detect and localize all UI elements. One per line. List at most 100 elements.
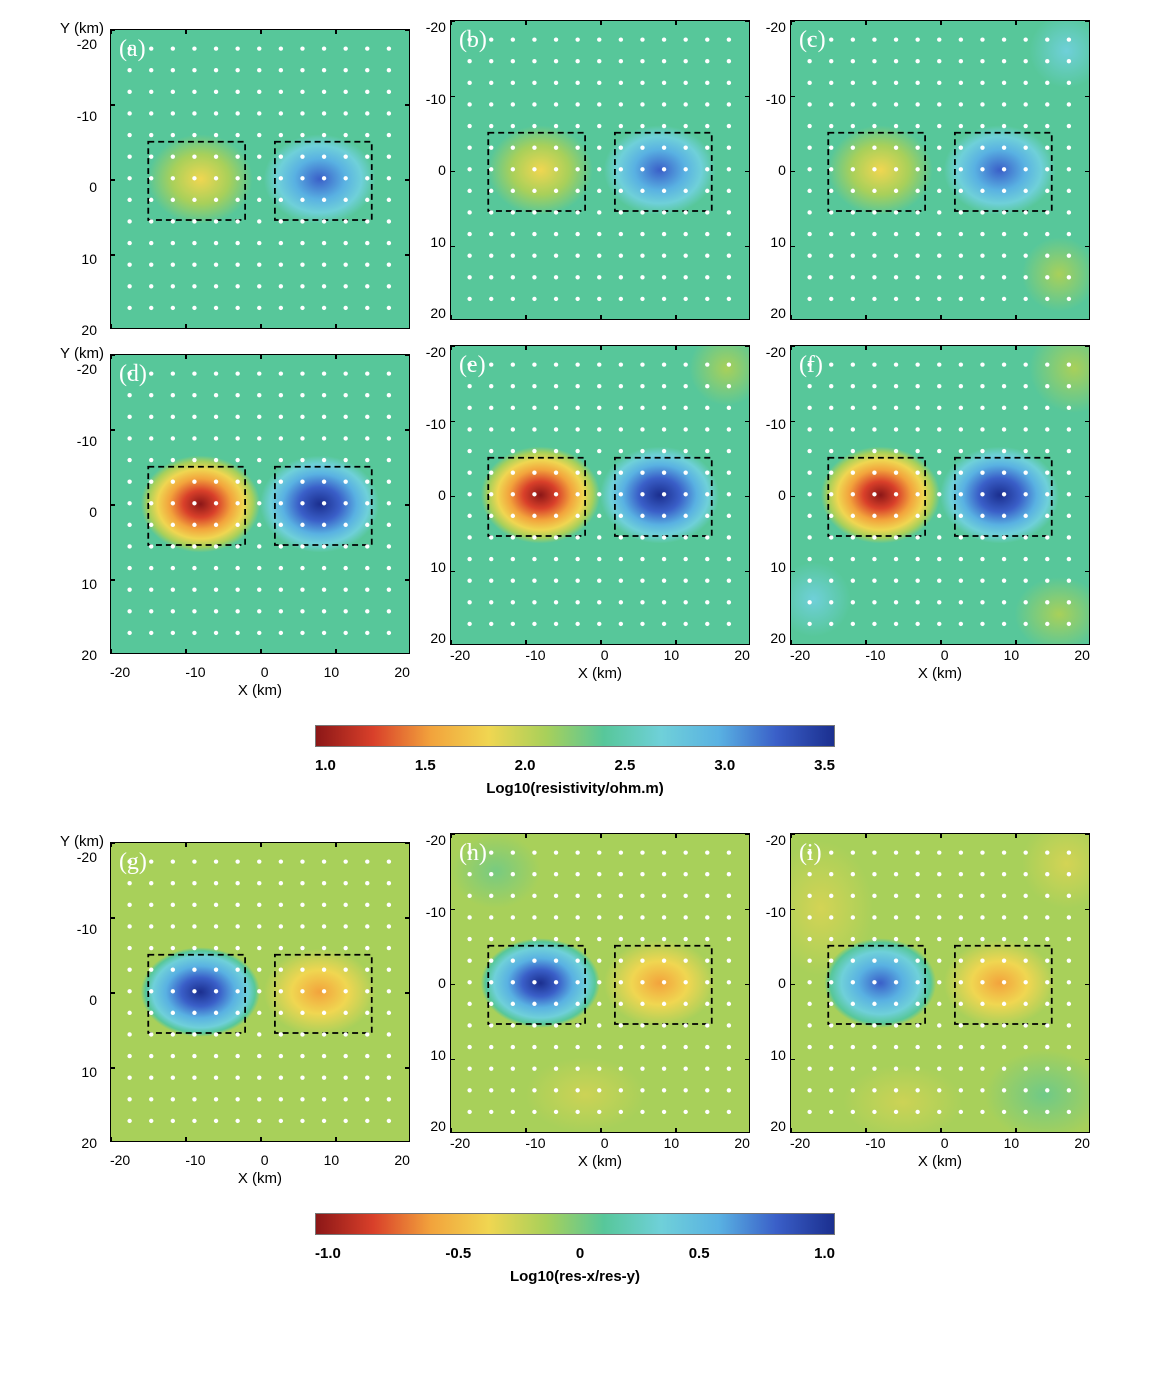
y-ticks: -20-1001020 xyxy=(69,37,97,337)
panel-letter: (g) xyxy=(119,849,147,876)
plot-area: (e) xyxy=(450,345,750,645)
y-tick: 10 xyxy=(69,1065,97,1079)
y-ticks: -20-1001020 xyxy=(758,20,786,320)
x-tick: 0 xyxy=(941,647,949,663)
y-axis-label: Y (km) xyxy=(60,20,104,37)
plot-area: (h) xyxy=(450,833,750,1133)
colorbar-tick: 0 xyxy=(576,1245,584,1262)
y-tick: 0 xyxy=(418,488,446,502)
y-tick: 20 xyxy=(69,648,97,662)
colorbar-tick: -0.5 xyxy=(445,1245,471,1262)
y-tick: 20 xyxy=(418,1119,446,1133)
y-tick: 10 xyxy=(758,1048,786,1062)
panel-h: -20-1001020(h)-20-1001020X (km) xyxy=(418,833,750,1187)
y-axis-label: Y (km) xyxy=(60,833,104,850)
x-tick: -20 xyxy=(450,1135,470,1151)
x-tick: 10 xyxy=(324,664,340,680)
x-tick: -10 xyxy=(525,647,545,663)
panel-c: -20-1001020(c) xyxy=(758,20,1090,337)
panel-letter: (f) xyxy=(799,352,823,379)
plot-area: (a) xyxy=(110,29,410,329)
y-tick: 10 xyxy=(69,577,97,591)
y-tick: -10 xyxy=(418,92,446,106)
plot-area: (d) xyxy=(110,354,410,654)
x-tick: 10 xyxy=(664,647,680,663)
y-tick: -10 xyxy=(758,92,786,106)
y-tick: -20 xyxy=(418,20,446,34)
x-tick: 0 xyxy=(601,647,609,663)
y-tick: 10 xyxy=(69,252,97,266)
x-tick: 10 xyxy=(324,1152,340,1168)
colorbar-1-ticks: 1.01.52.02.53.03.5 xyxy=(315,757,835,774)
x-tick: 0 xyxy=(261,664,269,680)
x-axis-label: X (km) xyxy=(238,682,282,699)
x-tick: 20 xyxy=(394,1152,410,1168)
panel-f: -20-1001020(f)-20-1001020X (km) xyxy=(758,345,1090,699)
plot-area: (i) xyxy=(790,833,1090,1133)
x-tick: -10 xyxy=(865,1135,885,1151)
panel-letter: (e) xyxy=(459,352,486,379)
colorbar-tick: 3.5 xyxy=(814,757,835,774)
y-tick: 20 xyxy=(69,1136,97,1150)
y-tick: 20 xyxy=(418,631,446,645)
y-tick: 10 xyxy=(758,560,786,574)
panel-row-0: Y (km)-20-1001020(a)-20-1001020(b)-20-10… xyxy=(20,20,1130,337)
panel-g: Y (km)-20-1001020(g)-20-1001020X (km) xyxy=(60,833,410,1187)
x-ticks: -20-1001020 xyxy=(450,647,750,663)
x-tick: -10 xyxy=(185,1152,205,1168)
colorbar-2-ticks: -1.0-0.500.51.0 xyxy=(315,1245,835,1262)
figure-grid: Y (km)-20-1001020(a)-20-1001020(b)-20-10… xyxy=(20,20,1130,1313)
x-tick: -20 xyxy=(110,664,130,680)
y-tick: 0 xyxy=(69,993,97,1007)
panel-d: Y (km)-20-1001020(d)-20-1001020X (km) xyxy=(60,345,410,699)
y-tick: 0 xyxy=(758,163,786,177)
x-axis-label: X (km) xyxy=(238,1170,282,1187)
x-ticks: -20-1001020 xyxy=(790,1135,1090,1151)
y-tick: 0 xyxy=(69,505,97,519)
y-tick: -10 xyxy=(758,905,786,919)
colorbar-2-label: Log10(res-x/res-y) xyxy=(510,1268,640,1285)
x-ticks: -20-1001020 xyxy=(110,1152,410,1168)
y-tick: -20 xyxy=(69,362,97,376)
colorbar-tick: 2.0 xyxy=(515,757,536,774)
y-axis-label: Y (km) xyxy=(60,345,104,362)
colorbar-2-bar xyxy=(315,1213,835,1235)
plot-area: (f) xyxy=(790,345,1090,645)
y-ticks: -20-1001020 xyxy=(758,833,786,1133)
y-tick: 0 xyxy=(418,163,446,177)
y-tick: 0 xyxy=(758,488,786,502)
panel-letter: (b) xyxy=(459,27,487,54)
x-tick: -20 xyxy=(790,647,810,663)
panel-i: -20-1001020(i)-20-1001020X (km) xyxy=(758,833,1090,1187)
colorbar-tick: 0.5 xyxy=(689,1245,710,1262)
plot-area: (b) xyxy=(450,20,750,320)
y-tick: 20 xyxy=(758,306,786,320)
x-tick: 0 xyxy=(941,1135,949,1151)
x-tick: 20 xyxy=(394,664,410,680)
colorbar-1-bar xyxy=(315,725,835,747)
y-ticks: -20-1001020 xyxy=(69,362,97,662)
colorbar-1: 1.01.52.02.53.03.5 Log10(resistivity/ohm… xyxy=(20,725,1130,797)
panel-letter: (i) xyxy=(799,840,822,867)
y-tick: -10 xyxy=(418,905,446,919)
colorbar-1-label: Log10(resistivity/ohm.m) xyxy=(486,780,664,797)
y-tick: 10 xyxy=(418,560,446,574)
panel-e: -20-1001020(e)-20-1001020X (km) xyxy=(418,345,750,699)
y-ticks: -20-1001020 xyxy=(418,833,446,1133)
x-tick: -20 xyxy=(450,647,470,663)
y-tick: -20 xyxy=(69,37,97,51)
x-tick: -10 xyxy=(865,647,885,663)
y-tick: -20 xyxy=(758,833,786,847)
panel-row-2: Y (km)-20-1001020(g)-20-1001020X (km)-20… xyxy=(20,833,1130,1187)
y-tick: 10 xyxy=(418,1048,446,1062)
colorbar-tick: -1.0 xyxy=(315,1245,341,1262)
x-tick: 0 xyxy=(601,1135,609,1151)
y-tick: -20 xyxy=(69,850,97,864)
panel-b: -20-1001020(b) xyxy=(418,20,750,337)
y-tick: 20 xyxy=(418,306,446,320)
y-ticks: -20-1001020 xyxy=(69,850,97,1150)
y-tick: 20 xyxy=(69,323,97,337)
y-tick: 10 xyxy=(758,235,786,249)
x-tick: -10 xyxy=(525,1135,545,1151)
y-tick: 20 xyxy=(758,631,786,645)
